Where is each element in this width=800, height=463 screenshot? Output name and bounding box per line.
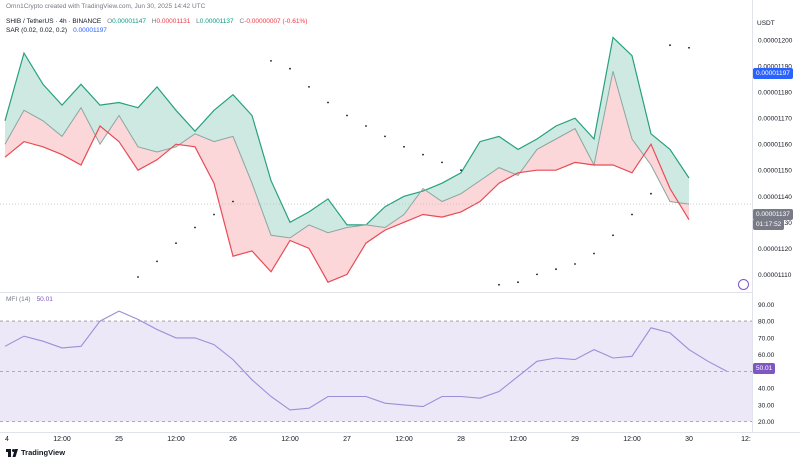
- sar-dot: [555, 268, 557, 271]
- lower-series-line: [4, 125, 690, 283]
- sar-dot: [270, 60, 272, 62]
- time-axis-tick: 12:00: [395, 436, 413, 443]
- sar-dot: [669, 44, 671, 47]
- sar-dot: [460, 169, 462, 172]
- mfi-line: [4, 310, 728, 411]
- sar-dot: [213, 213, 215, 216]
- price-axis-tick: 0.00001200: [758, 38, 793, 45]
- time-axis-tick: 25: [115, 436, 123, 443]
- sar-dot: [593, 252, 595, 255]
- price-axis-tick: 0.00001120: [758, 246, 792, 253]
- low-value: 0.00001137: [199, 18, 234, 25]
- tradingview-logo-text: TradingView: [21, 448, 66, 457]
- open-value: 0.00001147: [112, 18, 146, 25]
- sar-dot: [422, 153, 424, 156]
- sar-dot: [612, 234, 614, 237]
- time-axis-tick: 30: [685, 436, 693, 443]
- price-axis-tick: 0.00001150: [758, 168, 792, 175]
- sar-dot: [156, 260, 158, 263]
- mfi-axis-tick: 40.00: [758, 386, 775, 393]
- time-axis-tick: 12:00: [281, 436, 299, 443]
- tradingview-logo: TradingView: [6, 448, 65, 457]
- time-axis-tick: 26: [229, 436, 237, 443]
- time-axis-tick: 12:00: [623, 436, 641, 443]
- sar-dot: [536, 273, 538, 276]
- sar-dot: [384, 135, 386, 138]
- price-axis-tick: 0.00001190: [758, 64, 792, 71]
- legend-mfi-row[interactable]: MFI (14) 50.01: [6, 296, 53, 303]
- mfi-axis-tick: 80.00: [758, 319, 775, 326]
- high-label: H: [151, 18, 157, 25]
- legend-symbol-row: SHIB / TetherUS · 4h · BINANCE O0.000011…: [6, 18, 307, 25]
- last-price-badge: 0.00001137: [753, 209, 793, 220]
- sar-dot: [441, 161, 443, 164]
- low-label: L: [196, 18, 200, 25]
- sar-dot: [365, 125, 367, 127]
- sar-dot: [574, 263, 576, 265]
- legend-sar-row[interactable]: SAR (0.02, 0.02, 0.2) 0.00001197: [6, 27, 107, 34]
- tradingview-logo-icon: [6, 448, 18, 457]
- upper-band-fill: [5, 37, 689, 238]
- mfi-axis-tick: 90.00: [758, 302, 775, 309]
- lower-band-fill: [5, 71, 689, 283]
- time-axis-tick: 12:: [741, 436, 751, 443]
- sar-dot: [498, 283, 500, 286]
- scale-toggle-icon[interactable]: [738, 279, 749, 290]
- sar-dot: [232, 200, 234, 203]
- time-axis-tick: 29: [571, 436, 579, 443]
- sar-value: 0.00001197: [73, 27, 107, 34]
- middle-series-line: [4, 71, 690, 239]
- price-axis-tick: 0.00001110: [758, 272, 792, 279]
- sar-dot: [688, 46, 690, 49]
- time-axis-tick: 27: [343, 436, 351, 443]
- price-axis-tick: 0.00001140: [758, 194, 792, 201]
- sar-dot: [194, 226, 196, 229]
- symbol-title[interactable]: SHIB / TetherUS · 4h · BINANCE: [6, 18, 102, 25]
- mfi-badge: 50.01: [753, 363, 776, 374]
- price-axis-tick: 0.00001180: [758, 90, 792, 97]
- mfi-axis-tick: 70.00: [758, 335, 775, 342]
- time-axis-tick: 4: [5, 436, 9, 443]
- time-axis-tick: 12:00: [53, 436, 71, 443]
- sar-dot: [137, 276, 139, 278]
- sar-dot: [327, 101, 329, 104]
- upper-series-line: [4, 36, 690, 226]
- mfi-axis-tick: 20.00: [758, 419, 775, 426]
- sar-price-badge: 0.00001197: [753, 68, 793, 79]
- sar-dot: [517, 281, 519, 284]
- sar-dot: [346, 114, 348, 117]
- watermark-caption: Omn1Crypto created with TradingView.com,…: [6, 3, 206, 10]
- mfi-axis-tick: 60.00: [758, 352, 775, 359]
- close-label: C: [239, 18, 245, 25]
- sar-label: SAR (0.02, 0.02, 0.2): [6, 27, 68, 34]
- sar-dot: [650, 192, 652, 195]
- change-value: -0.00000007 (-0.61%): [244, 18, 308, 25]
- sar-dot: [308, 86, 310, 88]
- currency-label[interactable]: USDT: [757, 20, 775, 27]
- mfi-label: MFI (14): [6, 296, 31, 303]
- sar-dot: [289, 67, 291, 70]
- sar-dot: [175, 242, 177, 245]
- time-axis-tick: 12:00: [509, 436, 527, 443]
- mfi-value: 50.01: [36, 296, 53, 303]
- time-axis-tick: 28: [457, 436, 465, 443]
- price-axis-tick: 0.00001170: [758, 116, 792, 123]
- mfi-band-fill: [0, 321, 752, 422]
- open-label: O: [107, 18, 113, 25]
- price-axis-tick: 0.00001160: [758, 142, 792, 149]
- sar-dot: [403, 145, 405, 148]
- mfi-axis-tick: 30.00: [758, 402, 775, 409]
- countdown-badge: 01:17:52: [753, 219, 785, 230]
- high-value: 0.00001131: [156, 18, 191, 25]
- time-axis-tick: 12:00: [167, 436, 185, 443]
- sar-dot: [631, 213, 633, 216]
